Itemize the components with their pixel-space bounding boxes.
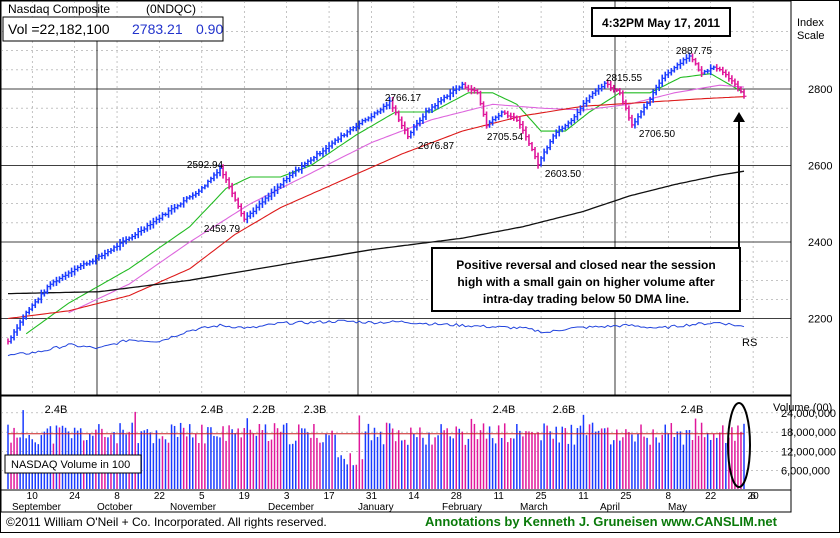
- ma-line: [8, 170, 745, 295]
- volume-tick-label: 18,000,000: [781, 427, 836, 439]
- x-tick-label: 11: [578, 491, 589, 502]
- rs-line: [7, 319, 745, 357]
- peak-label: 2603.50: [545, 169, 582, 180]
- month-label: September: [12, 502, 62, 513]
- moving-average-lines: [7, 73, 745, 335]
- y-tick-label: 2400: [808, 237, 832, 249]
- date-axis: [0, 489, 792, 513]
- annotation-arrow-head: [733, 112, 745, 122]
- volume-peak-label: 2.3B: [304, 404, 327, 416]
- index-scale-label-1: Index: [797, 17, 824, 29]
- x-tick-label: 20: [748, 491, 760, 502]
- x-tick-label: 17: [323, 491, 335, 502]
- volume-peak-label: 2.4B: [201, 404, 224, 416]
- volume-tick-label: 12,000,000: [781, 446, 836, 458]
- index-scale-label-2: Scale: [797, 30, 825, 42]
- x-tick-label: 19: [239, 491, 251, 502]
- copyright: ©2011 William O'Neil + Co. Incorporated.…: [6, 515, 327, 529]
- timestamp-box: [591, 7, 731, 37]
- timestamp: 4:32PM May 17, 2011: [602, 16, 720, 30]
- peak-label: 2676.87: [418, 141, 455, 152]
- volume-peak-label: 2.4B: [493, 404, 516, 416]
- volume-axis-ticks: 24,000,000 18,000,000 12,000,000 6,000,000: [781, 408, 836, 478]
- peak-label: 2459.79: [204, 224, 241, 235]
- x-tick-label: 25: [536, 491, 548, 502]
- month-label: March: [520, 502, 548, 513]
- price-grid: [1, 1, 791, 395]
- y-tick-label: 2600: [808, 161, 832, 173]
- month-label: February: [442, 502, 482, 513]
- ma-line: [7, 96, 745, 320]
- x-tick-label: 5: [199, 491, 205, 502]
- peak-label: 2592.94: [187, 160, 224, 171]
- annotation-line-2: high with a small gain on higher volume …: [457, 275, 715, 289]
- ticker-symbol: (0NDQC): [146, 2, 196, 16]
- price-bars: [7, 52, 747, 345]
- volume-tick-label: 24,000,000: [781, 408, 836, 420]
- x-tick-label: 28: [451, 491, 463, 502]
- x-tick-label: 8: [665, 491, 671, 502]
- peak-label: 2766.17: [385, 93, 422, 104]
- price-axis-ticks: 2200 2400 2600 2800: [808, 84, 832, 326]
- volume-peak-labels: 2.4B 2.4B 2.2B 2.3B 2.4B 2.6B 2.4B: [45, 404, 704, 416]
- annotation-line-1: Positive reversal and closed near the se…: [456, 258, 715, 272]
- y-tick-label: 2800: [808, 84, 832, 96]
- ma-line: [25, 73, 745, 335]
- x-tick-label: 6: [750, 491, 756, 502]
- peak-labels: 2592.94 2459.79 2766.17 2676.87 2705.54 2603.…: [187, 46, 713, 235]
- annotation-box: [431, 247, 741, 312]
- last-price: 2783.21: [132, 21, 183, 37]
- peak-label: 2887.75: [676, 46, 713, 57]
- month-label: December: [268, 502, 315, 513]
- x-tick-label: 25: [620, 491, 632, 502]
- annotation-line-3: intra-day trading below 50 DMA line.: [483, 292, 689, 306]
- month-label: October: [97, 502, 133, 513]
- month-label: May: [668, 502, 687, 513]
- month-label: January: [358, 502, 394, 513]
- x-tick-label: 24: [69, 491, 81, 502]
- volume-axis-title: Volume (00): [773, 402, 832, 414]
- volume-peak-label: 2.6B: [553, 404, 576, 416]
- price-panel: [0, 0, 792, 396]
- volume-tick-label: 6,000,000: [781, 466, 830, 478]
- volume-bars: [7, 410, 745, 489]
- date-tick-labels: 10 24 8 22 5 19 3 17 31 14 28 11 25 11 25 8 22 620 Septemb…: [12, 491, 759, 513]
- quote-box: [2, 16, 224, 42]
- volume-peak-label: 2.4B: [681, 404, 704, 416]
- x-tick-label: 10: [27, 491, 39, 502]
- x-tick-label: 8: [114, 491, 120, 502]
- x-tick-label: 11: [493, 491, 504, 502]
- peak-label: 2706.50: [639, 129, 676, 140]
- x-tick-label: 14: [408, 491, 420, 502]
- rs-label: RS: [742, 337, 757, 349]
- price-change: 0.90: [196, 21, 223, 37]
- annotation-credit: Annotations by Kenneth J. Gruneisen www.…: [425, 514, 778, 529]
- volume-legend-box: [4, 454, 142, 474]
- month-label: November: [170, 502, 217, 513]
- volume-highlight-ellipse: [727, 402, 751, 488]
- volume-readout: Vol =22,182,100: [8, 21, 110, 37]
- x-tick-label: 22: [705, 491, 717, 502]
- x-tick-label: 3: [284, 491, 290, 502]
- x-tick-label: 22: [154, 491, 166, 502]
- y-tick-label: 2200: [808, 314, 832, 326]
- volume-peak-label: 2.2B: [253, 404, 276, 416]
- month-label: April: [600, 502, 620, 513]
- rs-line-group: [7, 319, 745, 357]
- peak-label: 2705.54: [487, 132, 524, 143]
- volume-peak-label: 2.4B: [45, 404, 68, 416]
- index-name: Nasdaq Composite: [8, 2, 110, 16]
- x-tick-label: 31: [366, 491, 378, 502]
- peak-label: 2815.55: [606, 73, 643, 84]
- volume-legend: NASDAQ Volume in 100: [11, 459, 130, 471]
